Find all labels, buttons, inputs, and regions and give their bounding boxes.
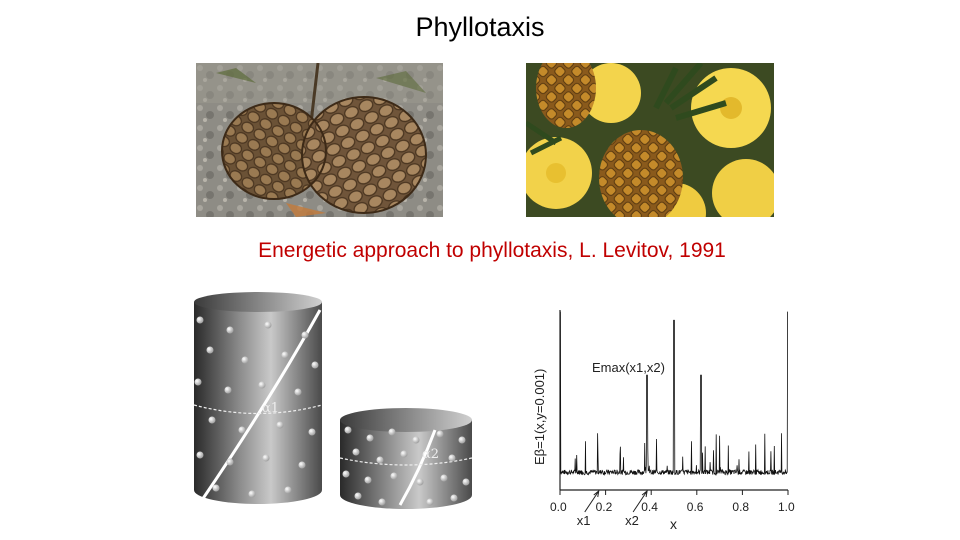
slide-subtitle: Energetic approach to phyllotaxis, L. Le… [258, 239, 726, 262]
pinecone-photo [196, 63, 443, 217]
alpha1-label: α1 [262, 401, 279, 416]
y-axis-label: Eβ=1(x,y=0.001) [532, 369, 547, 465]
energy-curve [560, 311, 789, 477]
lattice-dots-short [342, 426, 470, 506]
x-tick-label-2: 0.4 [641, 500, 658, 514]
x-ticks [559, 490, 789, 495]
lattice-dots-tall [194, 316, 319, 498]
slide-title: Phyllotaxis [415, 12, 545, 42]
plot-axes [559, 310, 788, 491]
marker-arrow-x1 [584, 489, 600, 513]
x-markers: x1 x2 [577, 489, 648, 528]
x-axis-label: x [670, 516, 677, 532]
x-tick-label-1: 0.2 [596, 500, 613, 514]
x-tick-label-5: 1.0 [778, 500, 795, 514]
x-tick-label-3: 0.6 [687, 500, 704, 514]
marker-label-x2: x2 [625, 513, 639, 528]
marker-arrow-x2 [632, 489, 648, 513]
x-tick-labels: 0.0 0.2 0.4 0.6 0.8 1.0 [550, 500, 795, 514]
annotation-label: Emax(x1,x2) [592, 360, 665, 375]
pineapple-photo [526, 63, 774, 217]
energy-plot: 0.0 0.2 0.4 0.6 0.8 1.0 x1 x2 Emax(x1,x2) Eβ=1… [520, 300, 810, 535]
alpha2-label: α2 [422, 447, 439, 462]
x-tick-label-4: 0.8 [732, 500, 749, 514]
marker-label-x1: x1 [577, 513, 591, 528]
x-tick-label-0: 0.0 [550, 500, 567, 514]
cylinder-lattice-figure: α1 α2 [190, 290, 480, 530]
